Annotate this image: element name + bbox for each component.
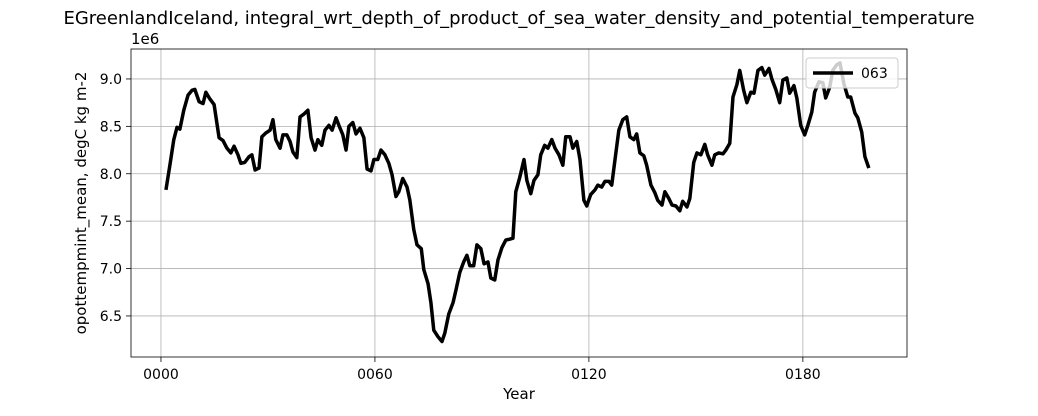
x-axis-label: Year (502, 385, 536, 403)
y-tick-label: 8.5 (100, 119, 122, 135)
y-tick-label: 7.5 (100, 214, 122, 230)
x-tick-label: 0000 (143, 367, 179, 383)
y-tick-label: 6.5 (100, 309, 122, 325)
y-axis-label: opottempmint_mean, degC kg m-2 (72, 72, 91, 335)
y-offset-label: 1e6 (131, 30, 159, 48)
y-tick-label: 8.0 (100, 167, 122, 183)
plot-frame (130, 48, 908, 358)
chart-title: EGreenlandIceland, integral_wrt_depth_of… (63, 8, 974, 29)
x-tick-label: 0180 (785, 367, 821, 383)
legend-label: 063 (861, 66, 888, 82)
x-tick-label: 0120 (571, 367, 607, 383)
x-tick-label: 0060 (357, 367, 393, 383)
y-tick-label: 9.0 (100, 72, 122, 88)
data-line (164, 61, 871, 344)
y-tick-label: 7.0 (100, 262, 122, 278)
